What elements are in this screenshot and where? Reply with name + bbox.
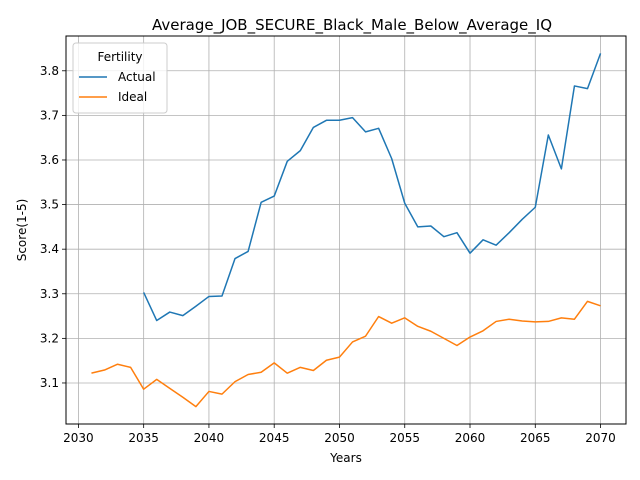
legend-label-actual: Actual: [118, 70, 156, 84]
y-tick-label: 3.5: [40, 198, 59, 212]
y-tick-label: 3.7: [40, 108, 59, 122]
x-tick-label: 2070: [585, 431, 616, 445]
legend: Fertility Actual Ideal: [72, 42, 168, 114]
chart-title: Average_JOB_SECURE_Black_Male_Below_Aver…: [152, 16, 552, 35]
x-tick-label: 2035: [128, 431, 159, 445]
grid-lines: [66, 36, 626, 424]
x-axis-label: Years: [329, 451, 362, 465]
y-axis-ticks: 3.1 3.2 3.3 3.4 3.5 3.6 3.7 3.8: [40, 64, 66, 390]
x-tick-label: 2060: [455, 431, 486, 445]
y-axis-label: Score(1-5): [15, 199, 29, 262]
y-tick-label: 3.1: [40, 376, 59, 390]
y-tick-label: 3.2: [40, 331, 59, 345]
legend-title: Fertility: [97, 50, 142, 64]
y-tick-label: 3.3: [40, 287, 59, 301]
y-tick-label: 3.4: [40, 242, 59, 256]
x-tick-label: 2050: [324, 431, 355, 445]
x-tick-label: 2045: [259, 431, 290, 445]
x-tick-label: 2055: [389, 431, 420, 445]
x-tick-label: 2030: [63, 431, 94, 445]
legend-box: [72, 42, 168, 114]
series-line-ideal: [91, 300, 601, 408]
series-lines: [91, 53, 602, 408]
x-tick-label: 2040: [194, 431, 225, 445]
y-tick-label: 3.6: [40, 153, 59, 167]
x-tick-label: 2065: [520, 431, 551, 445]
x-axis-ticks: 2030 2035 2040 2045 2050 2055 2060 2065 2070: [63, 424, 616, 445]
plot-frame: [65, 35, 627, 425]
series-line-actual: [142, 53, 602, 322]
y-tick-label: 3.8: [40, 64, 59, 78]
legend-label-ideal: Ideal: [118, 90, 147, 104]
